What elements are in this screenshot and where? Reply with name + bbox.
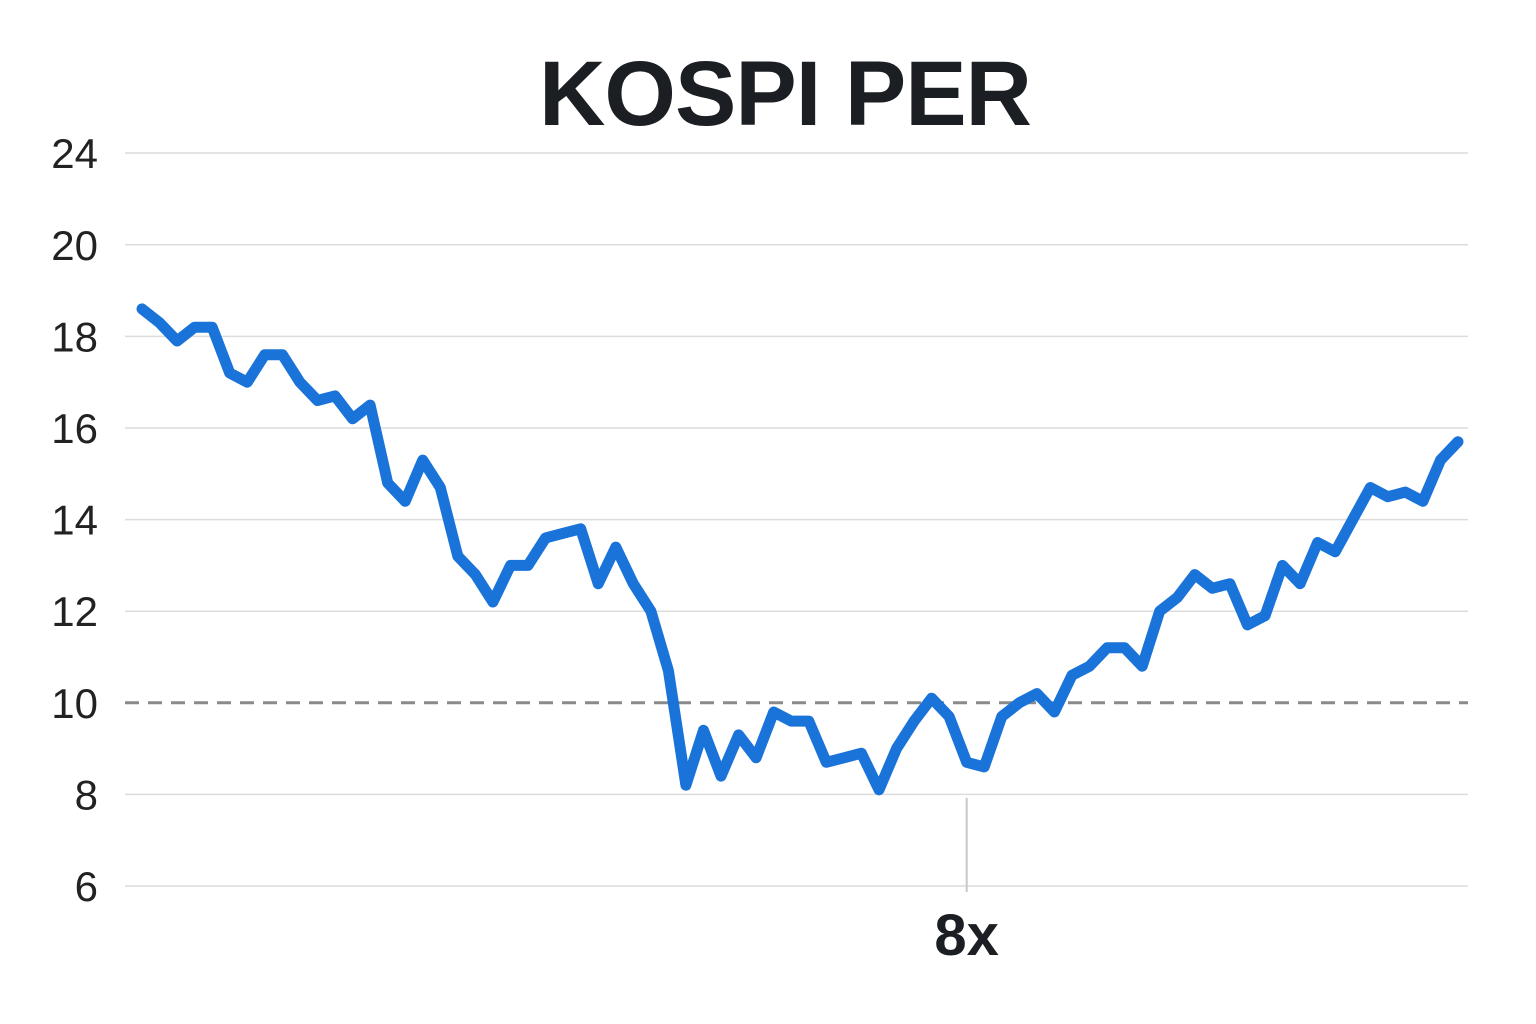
data-point-73	[1417, 496, 1428, 507]
y-axis-ticks: 6 8 10 12 14 16 18 20 24	[51, 130, 98, 910]
y-tick-label: 10	[51, 680, 98, 727]
data-point-58	[1154, 606, 1165, 617]
data-point-50	[1014, 697, 1025, 708]
data-point-3	[189, 322, 200, 333]
data-point-0	[137, 303, 148, 314]
data-point-47	[961, 757, 972, 768]
y-tick-label: 20	[51, 222, 98, 269]
data-point-38	[803, 716, 814, 727]
y-tick-label: 14	[51, 497, 98, 544]
data-point-29	[645, 606, 656, 617]
data-point-5	[224, 368, 235, 379]
data-point-4	[207, 322, 218, 333]
annotation-label: 8x	[934, 903, 999, 968]
annotation-group: 8x	[934, 797, 999, 968]
gridlines	[125, 152, 1468, 887]
data-point-49	[996, 711, 1007, 722]
data-point-22	[523, 560, 534, 571]
data-point-39	[821, 757, 832, 768]
data-point-48	[979, 761, 990, 772]
data-point-34	[733, 729, 744, 740]
y-tick-label: 12	[51, 588, 98, 635]
data-point-44	[909, 716, 920, 727]
data-point-25	[575, 523, 586, 534]
data-point-23	[540, 532, 551, 543]
data-point-70	[1365, 482, 1376, 493]
data-point-15	[400, 496, 411, 507]
data-point-21	[505, 560, 516, 571]
data-point-40	[838, 752, 849, 763]
data-point-60	[1189, 569, 1200, 580]
data-point-7	[259, 349, 270, 360]
data-point-16	[417, 455, 428, 466]
data-point-59	[1172, 592, 1183, 603]
data-point-42	[874, 784, 885, 795]
data-point-37	[786, 716, 797, 727]
data-point-55	[1102, 642, 1113, 653]
data-point-13	[365, 400, 376, 411]
data-point-66	[1295, 578, 1306, 589]
data-point-35	[751, 752, 762, 763]
data-point-67	[1312, 537, 1323, 548]
data-point-1	[154, 317, 165, 328]
y-tick-label: 6	[75, 863, 98, 910]
data-point-45	[926, 693, 937, 704]
data-point-28	[628, 578, 639, 589]
data-point-33	[716, 771, 727, 782]
data-point-54	[1084, 661, 1095, 672]
y-tick-label: 18	[51, 313, 98, 360]
data-point-43	[891, 743, 902, 754]
data-point-36	[768, 707, 779, 718]
data-point-26	[593, 578, 604, 589]
data-point-68	[1330, 546, 1341, 557]
data-point-75	[1453, 436, 1464, 447]
data-point-31	[680, 780, 691, 791]
data-point-41	[856, 748, 867, 759]
data-point-74	[1435, 455, 1446, 466]
data-point-72	[1400, 487, 1411, 498]
data-point-30	[663, 665, 674, 676]
data-point-71	[1382, 491, 1393, 502]
data-point-18	[452, 551, 463, 562]
data-point-8	[277, 349, 288, 360]
data-point-52	[1049, 707, 1060, 718]
data-point-69	[1347, 514, 1358, 525]
data-point-65	[1277, 560, 1288, 571]
data-point-63	[1242, 619, 1253, 630]
series-group	[136, 303, 1464, 796]
data-point-32	[698, 725, 709, 736]
data-point-2	[172, 336, 183, 347]
series-line	[136, 303, 1464, 796]
chart-title: KOSPI PER	[538, 43, 1032, 145]
y-tick-label: 24	[51, 130, 98, 177]
y-tick-label: 8	[75, 771, 98, 818]
data-point-20	[487, 597, 498, 608]
data-point-61	[1207, 583, 1218, 594]
data-point-51	[1031, 688, 1042, 699]
data-point-19	[470, 569, 481, 580]
data-point-27	[610, 542, 621, 553]
data-point-10	[312, 395, 323, 406]
data-point-64	[1260, 610, 1271, 621]
data-point-9	[294, 377, 305, 388]
data-point-14	[382, 478, 393, 489]
data-point-62	[1224, 578, 1235, 589]
data-point-56	[1119, 642, 1130, 653]
y-tick-label: 16	[51, 405, 98, 452]
data-point-12	[347, 413, 358, 424]
data-point-11	[330, 390, 341, 401]
data-point-17	[435, 482, 446, 493]
data-point-57	[1137, 661, 1148, 672]
data-point-6	[242, 377, 253, 388]
data-point-53	[1067, 670, 1078, 681]
data-point-24	[558, 528, 569, 539]
data-point-46	[944, 711, 955, 722]
